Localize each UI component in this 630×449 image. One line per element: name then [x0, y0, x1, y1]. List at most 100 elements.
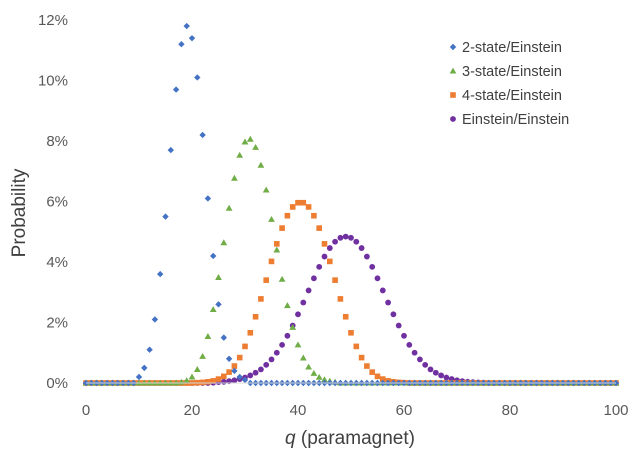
data-point [225, 204, 233, 211]
x-tick-label: 20 [184, 402, 201, 419]
data-point [204, 333, 212, 339]
data-point [268, 215, 275, 222]
data-point [284, 302, 291, 309]
y-axis-label: Probability [9, 168, 30, 257]
x-tick-label: 0 [82, 402, 90, 419]
data-point [199, 131, 206, 139]
data-point [246, 135, 254, 142]
data-point [167, 146, 174, 154]
y-tick-label: 10% [38, 73, 68, 90]
data-point [295, 199, 301, 206]
data-point [210, 252, 217, 260]
data-point [432, 369, 439, 376]
data-point [193, 365, 201, 372]
data-point [210, 378, 216, 384]
data-point [300, 299, 307, 306]
data-point [205, 378, 211, 385]
data-point [295, 311, 301, 318]
data-point [406, 341, 413, 348]
data-point [422, 361, 429, 368]
data-point [305, 287, 312, 294]
data-point [188, 34, 196, 42]
data-point [348, 329, 354, 336]
data-point [247, 329, 254, 336]
data-point [172, 86, 180, 93]
data-point [342, 313, 349, 320]
data-point [209, 306, 217, 313]
data-point [151, 316, 159, 323]
legend-marker [449, 43, 457, 51]
data-point [146, 346, 153, 353]
data-point [358, 245, 365, 251]
data-point [231, 174, 238, 181]
x-tick-label: 40 [290, 402, 307, 419]
data-point [358, 354, 365, 361]
data-point [321, 376, 328, 383]
data-point [353, 238, 360, 245]
data-point [417, 356, 423, 363]
data-point [226, 369, 232, 375]
data-point [342, 233, 349, 240]
data-point [327, 258, 333, 265]
data-point [332, 238, 338, 245]
data-point [380, 376, 386, 382]
data-point [204, 195, 212, 202]
data-point [135, 373, 143, 381]
data-point [199, 379, 206, 386]
data-point [316, 225, 322, 231]
data-point [268, 356, 275, 363]
series-3-points [83, 233, 619, 386]
x-tick-label: 80 [502, 402, 519, 419]
data-point [278, 275, 286, 282]
data-point [273, 349, 280, 356]
data-point [294, 341, 302, 348]
data-point [395, 322, 402, 329]
x-tick-label: 60 [396, 402, 413, 419]
data-point [284, 332, 291, 339]
y-axis: 0% 2% 4% 6% 8% 10% 12% [38, 12, 68, 392]
data-point [438, 372, 444, 379]
data-point [221, 373, 227, 380]
legend-marker [449, 67, 457, 74]
data-point [215, 376, 222, 382]
data-point [252, 369, 259, 376]
data-point [231, 377, 238, 384]
data-point [220, 378, 227, 385]
x-axis-label-unit: (paramagnet) [296, 428, 415, 449]
legend-marker [450, 92, 456, 98]
data-point [311, 275, 317, 282]
data-point [321, 241, 328, 247]
data-point [220, 334, 227, 341]
y-tick-label: 6% [46, 194, 68, 211]
data-point [321, 253, 328, 260]
data-point [427, 366, 434, 373]
data-point [220, 239, 228, 246]
y-tick-label: 4% [46, 254, 68, 271]
data-point [279, 225, 285, 231]
data-point [310, 369, 318, 376]
data-point [443, 374, 450, 381]
y-tick-label: 12% [38, 12, 68, 29]
data-point [390, 311, 397, 318]
data-point [332, 277, 338, 283]
legend: 2-state/Einstein 3-state/Einstein 4-state/… [449, 40, 569, 128]
data-point [273, 246, 281, 253]
data-point [369, 263, 376, 270]
data-point [241, 138, 249, 145]
data-point [162, 213, 169, 220]
x-axis-label-variable: q [285, 428, 296, 449]
data-point [311, 212, 317, 219]
data-point [337, 234, 344, 241]
data-point [315, 373, 323, 380]
data-point [242, 343, 248, 350]
data-point [284, 212, 291, 219]
data-point [353, 343, 360, 350]
data-point [258, 296, 264, 302]
data-point [279, 341, 285, 348]
data-point [300, 199, 307, 206]
data-point [411, 349, 418, 356]
data-point [236, 373, 243, 381]
data-point [364, 253, 370, 260]
data-point [348, 234, 354, 241]
